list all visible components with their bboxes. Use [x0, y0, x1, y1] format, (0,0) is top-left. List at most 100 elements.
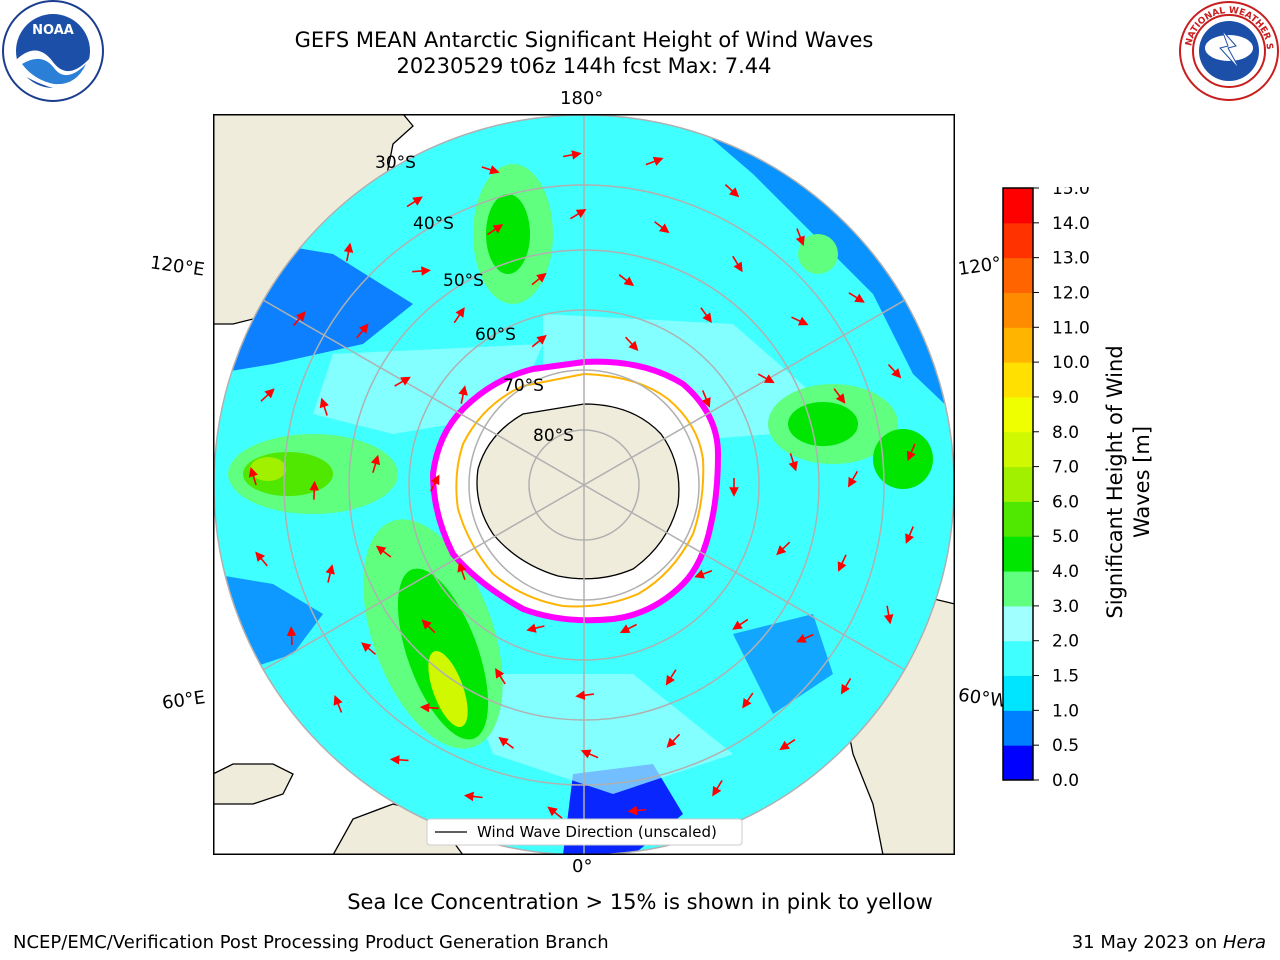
lon-label-0: 0° [572, 856, 593, 877]
footer-date-text: 31 May 2023 on [1071, 932, 1223, 953]
wave-direction-arrow [389, 755, 409, 765]
wave-direction-arrow [742, 692, 754, 709]
noaa-logo: NOAA [2, 0, 104, 102]
wave-direction-arrow [665, 669, 677, 686]
wave-direction-arrow [498, 737, 514, 749]
wave-direction-arrow [375, 545, 392, 558]
wave-direction-arrow [645, 156, 664, 166]
wave-direction-arrow [412, 266, 431, 276]
colorbar-label-line1: Significant Height of Wind [1103, 345, 1127, 618]
wave-direction-arrow [421, 619, 436, 634]
lon-label-180: 180° [560, 88, 604, 109]
lat-label-30s: 30°S [375, 153, 416, 173]
wave-direction-arrow [569, 209, 587, 220]
wave-direction-arrow [562, 150, 582, 160]
colorbar-bin [1003, 675, 1033, 711]
colorbar-tick-label: 0.0 [1052, 771, 1079, 787]
wave-direction-arrow [625, 336, 639, 352]
wave-direction-arrow [732, 618, 749, 630]
colorbar-bin [1003, 640, 1033, 677]
wave-direction-arrow [531, 334, 547, 348]
chart-title: GEFS MEAN Antarctic Significant Height o… [294, 28, 874, 52]
wave-direction-arrow [292, 311, 306, 327]
colorbar-tick-label: 1.0 [1052, 701, 1079, 721]
colorbar-tick-label: 4.0 [1052, 562, 1079, 582]
wave-direction-arrow [361, 642, 377, 655]
colorbar-tick-label: 12.0 [1052, 283, 1090, 303]
wave-direction-arrow [666, 733, 681, 748]
wave-direction-arrow [732, 255, 743, 273]
polar-map: 30°S 40°S 50°S 60°S 70°S 80°S Wind Wave … [213, 114, 955, 855]
wave-direction-arrow [394, 376, 411, 387]
wave-direction-arrow [848, 292, 865, 303]
colorbar-bin [1003, 327, 1033, 363]
colorbar-tick-label: 6.0 [1052, 492, 1079, 512]
wave-direction-arrow [531, 272, 547, 286]
wave-direction-arrow [419, 702, 439, 713]
wind-wave-arrows [248, 150, 916, 819]
wave-direction-arrow [333, 695, 343, 713]
colorbar-tick-label: 10.0 [1052, 353, 1090, 373]
footer-host: Hera [1222, 932, 1266, 953]
wave-direction-arrow [619, 623, 637, 633]
wave-direction-arrow [796, 633, 814, 643]
footer-date: 31 May 2023 on Hera [1072, 932, 1266, 953]
wave-direction-arrow [627, 805, 647, 816]
wave-direction-arrow [788, 453, 798, 472]
lat-label-40s: 40°S [413, 214, 454, 234]
wave-direction-arrow [325, 564, 335, 583]
lon-label-120w: 120° [956, 253, 1003, 280]
wave-direction-arrow [309, 480, 320, 500]
wave-direction-arrow [847, 470, 859, 488]
wave-direction-arrow [779, 738, 796, 751]
wave-direction-arrow [833, 388, 846, 404]
wave-direction-arrow [430, 474, 440, 492]
colorbar-tick-label: 13.0 [1052, 249, 1090, 269]
colorbar-tick-label: 8.0 [1052, 423, 1079, 443]
wave-direction-arrow [370, 454, 381, 473]
wave-direction-arrow [406, 196, 423, 208]
wave-direction-arrow [248, 467, 258, 486]
lon-label-120e: 120°E [148, 252, 206, 281]
wave-direction-arrow [887, 364, 902, 379]
wave-direction-arrow [463, 791, 483, 802]
chart-subtitle: 20230529 t06z 144h fcst Max: 7.44 [396, 54, 772, 78]
wave-direction-arrow [580, 749, 599, 759]
wave-direction-arrow [701, 390, 711, 408]
wave-direction-arrow [654, 221, 670, 234]
wave-direction-arrow [795, 228, 805, 247]
colorbar-tick-label: 7.0 [1052, 458, 1079, 478]
colorbar-bin [1003, 745, 1033, 781]
wave-direction-arrow [458, 385, 468, 404]
lat-label-80s: 80°S [533, 426, 574, 446]
colorbar-bin [1003, 396, 1033, 433]
nws-logo: NATIONAL WEATHER SERVICE [1178, 0, 1279, 101]
colorbar-tick-label: 9.0 [1052, 388, 1079, 408]
colorbar-bin [1003, 362, 1033, 398]
colorbar-tick-label: 5.0 [1052, 527, 1079, 547]
colorbar-tick-label: 1.5 [1052, 667, 1079, 687]
wave-direction-arrow [906, 443, 916, 462]
colorbar-bin [1003, 188, 1033, 224]
wave-direction-arrow [343, 242, 354, 262]
colorbar-label-line2: Waves [m] [1130, 426, 1154, 538]
wave-direction-arrow [319, 397, 329, 416]
wave-direction-arrow [255, 551, 268, 567]
wave-direction-arrow [575, 690, 594, 700]
sea-ice-note: Sea Ice Concentration > 15% is shown in … [347, 890, 933, 914]
colorbar-bin [1003, 466, 1033, 502]
colorbar-tick-label: 15.0 [1052, 187, 1090, 199]
wave-direction-arrow [837, 554, 847, 572]
antarctica [429, 358, 722, 624]
colorbar-bin [1003, 536, 1033, 572]
map-legend: Wind Wave Direction (unscaled) [426, 818, 743, 846]
colorbar-bin [1003, 571, 1033, 607]
wave-direction-arrow [487, 224, 504, 236]
colorbar: 15.0 14.0 13.0 12.0 11.0 10.0 9.0 8.0 7.0 6.0 5.0 4… [1002, 187, 1154, 787]
colorbar-bin [1003, 431, 1033, 468]
wave-direction-arrow [457, 561, 467, 581]
wave-direction-arrow [260, 388, 275, 402]
lon-label-60e: 60°E [160, 687, 207, 714]
footer-branch: NCEP/EMC/Verification Post Processing Pr… [13, 932, 609, 953]
colorbar-tick-label: 14.0 [1052, 214, 1090, 234]
